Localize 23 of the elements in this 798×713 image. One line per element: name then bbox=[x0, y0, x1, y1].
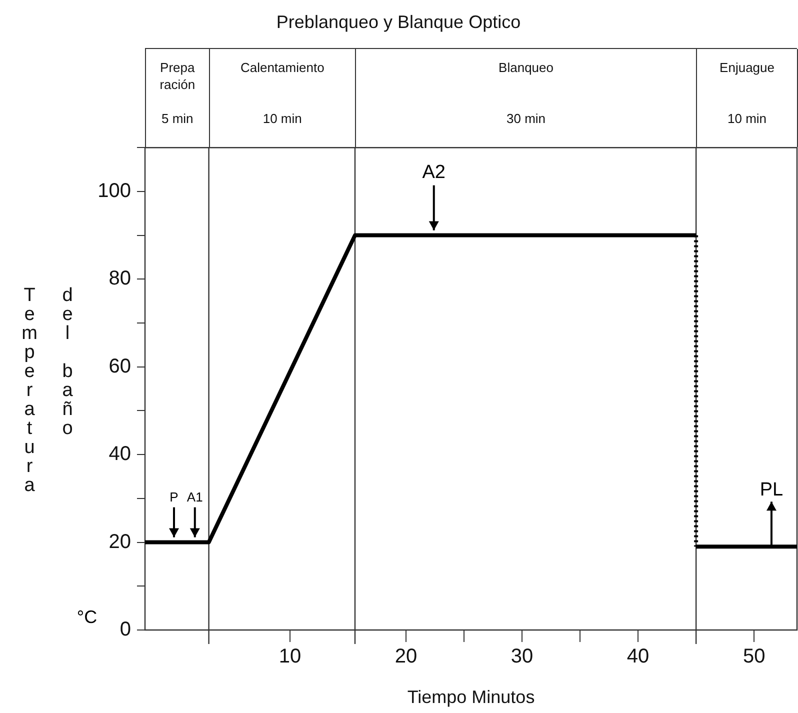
y-tick-label: 40 bbox=[108, 443, 131, 466]
y-tick-label: 20 bbox=[108, 530, 131, 553]
chart-title: Preblanqueo y Blanque Optico bbox=[276, 12, 521, 32]
x-tick-label: 50 bbox=[742, 646, 766, 668]
x-tick-label: 20 bbox=[394, 646, 418, 668]
annotation: P bbox=[170, 489, 178, 504]
text: °C bbox=[76, 606, 98, 627]
annotation: A1 bbox=[186, 489, 203, 504]
annotation: PL bbox=[760, 479, 784, 500]
annotation: A2 bbox=[422, 162, 446, 184]
y-tick-label: 0 bbox=[120, 618, 131, 641]
text: Blanqueo 30 min bbox=[498, 60, 554, 126]
x-tick-label: 30 bbox=[510, 646, 534, 668]
x-tick-label: 40 bbox=[626, 646, 650, 668]
y-tick-label: 100 bbox=[98, 180, 131, 202]
y-tick-label: 80 bbox=[108, 268, 131, 290]
x-axis-title: Tiempo Minutos bbox=[407, 687, 535, 708]
y-tick-label: 60 bbox=[108, 355, 131, 378]
x-tick-label: 10 bbox=[278, 646, 302, 668]
text: Enjuague 10 min bbox=[720, 60, 774, 126]
text: Prepa ración 5 min bbox=[160, 60, 196, 126]
text: Calentamiento 10 min bbox=[240, 60, 324, 126]
y-axis-title: Temperatura del baño bbox=[18, 285, 79, 496]
